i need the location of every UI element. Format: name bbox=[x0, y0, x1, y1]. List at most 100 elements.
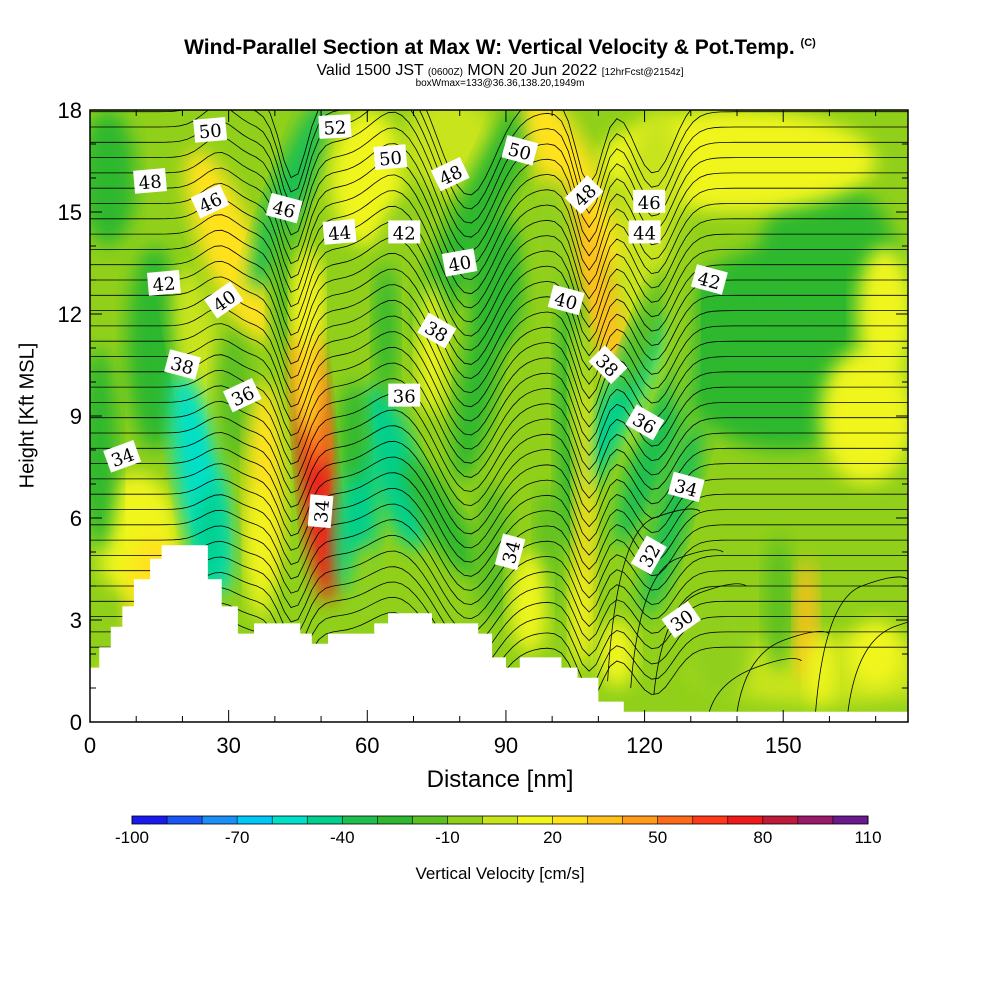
theta-contour bbox=[90, 143, 908, 266]
theta-contour bbox=[90, 268, 908, 379]
colorbar-swatch bbox=[727, 816, 764, 824]
contour-label: 48 bbox=[133, 168, 167, 194]
theta-contour bbox=[267, 110, 692, 196]
contour-label-text: 40 bbox=[447, 252, 473, 277]
velocity-cell bbox=[363, 384, 427, 550]
contour-label: 38 bbox=[164, 349, 201, 380]
theta-contour bbox=[90, 110, 908, 224]
contour-label: 34 bbox=[307, 494, 334, 529]
contour-label: 50 bbox=[193, 117, 228, 143]
contour-label-text: 52 bbox=[323, 117, 347, 139]
terrain-mask bbox=[90, 545, 908, 722]
colorbar-swatch bbox=[482, 816, 519, 824]
theta-contour bbox=[90, 111, 908, 238]
chart-subtitle: Valid 1500 JST (0600Z) MON 20 Jun 2022 [… bbox=[0, 62, 1000, 80]
contour-label: 48 bbox=[430, 156, 470, 192]
velocity-cell bbox=[667, 212, 696, 416]
x-tick-label: 90 bbox=[494, 733, 518, 758]
colorbar-tick-label: -10 bbox=[435, 828, 460, 847]
colorbar-swatch bbox=[447, 816, 483, 824]
y-tick-label: 0 bbox=[70, 710, 82, 735]
colorbar-swatch bbox=[657, 816, 694, 824]
y-tick-label: 3 bbox=[70, 608, 82, 633]
colorbar-tick-label: 20 bbox=[543, 828, 563, 847]
y-tick-label: 18 bbox=[58, 98, 82, 123]
velocity-cell bbox=[348, 541, 386, 631]
contour-label: 34 bbox=[103, 440, 142, 473]
contour-label: 36 bbox=[388, 383, 421, 408]
theta-contour bbox=[736, 630, 830, 712]
contour-label-text: 34 bbox=[311, 499, 334, 524]
theta-contour bbox=[90, 252, 908, 365]
colorbar-swatch bbox=[832, 816, 869, 824]
potential-temperature-contours bbox=[90, 110, 908, 712]
contour-label: 34 bbox=[667, 471, 705, 503]
theta-contour bbox=[90, 596, 908, 678]
theta-contour bbox=[90, 425, 908, 521]
velocity-cell bbox=[403, 458, 479, 578]
theta-contour bbox=[90, 409, 908, 507]
velocity-cell bbox=[330, 110, 405, 246]
contour-label-text: 46 bbox=[638, 193, 661, 214]
velocity-cell bbox=[90, 110, 137, 246]
contour-label: 46 bbox=[633, 189, 666, 214]
theta-contour bbox=[90, 110, 908, 210]
colorbar-tick-label: 50 bbox=[648, 828, 668, 847]
colorbar-swatch bbox=[412, 816, 448, 824]
theta-contour bbox=[653, 583, 747, 695]
theta-contour bbox=[90, 362, 908, 464]
velocity-cell bbox=[529, 178, 576, 314]
x-tick-label: 60 bbox=[355, 733, 379, 758]
contour-label: 40 bbox=[441, 248, 478, 277]
theta-contour bbox=[90, 472, 908, 563]
colorbar-tick-label: 110 bbox=[854, 828, 882, 847]
colorbar-swatch bbox=[587, 816, 624, 824]
theta-contour bbox=[815, 576, 908, 712]
velocity-cell bbox=[468, 212, 525, 348]
contour-label: 44 bbox=[322, 219, 357, 245]
copyright-mark: (C) bbox=[800, 37, 816, 49]
chart-title: Wind-Parallel Section at Max W: Vertical… bbox=[0, 36, 1000, 60]
theta-contour bbox=[90, 378, 908, 478]
velocity-cell bbox=[249, 110, 328, 292]
contour-label-text: 44 bbox=[633, 223, 656, 244]
subtitle-utc: (0600Z) bbox=[427, 67, 463, 78]
velocity-cell bbox=[374, 263, 398, 399]
colorbar-swatch bbox=[237, 816, 273, 824]
x-axis-ticks: 0 30 60 90 120 150 bbox=[84, 110, 877, 758]
velocity-cell bbox=[764, 535, 793, 671]
chart-title-text: Wind-Parallel Section at Max W: Vertical… bbox=[184, 36, 795, 59]
colorbar-swatch bbox=[342, 816, 378, 824]
theta-contour bbox=[90, 174, 908, 295]
contour-label-text: 42 bbox=[393, 223, 416, 244]
theta-contour bbox=[90, 519, 908, 605]
theta-contour bbox=[708, 658, 802, 712]
velocity-cell bbox=[641, 419, 703, 617]
x-tick-label: 30 bbox=[216, 733, 240, 758]
colorbar-swatch bbox=[167, 816, 203, 824]
colorbar-tick-label: 80 bbox=[753, 828, 773, 847]
velocity-cell bbox=[126, 246, 183, 450]
chart-subtitle-box: boxWmax=133@36.36,138.20,1949m bbox=[415, 78, 585, 89]
y-tick-label: 12 bbox=[58, 302, 82, 327]
theta-contour bbox=[90, 331, 908, 436]
colorbar-swatch bbox=[692, 816, 729, 824]
contour-label-text: 36 bbox=[393, 387, 416, 408]
contour-label: 42 bbox=[146, 270, 181, 296]
theta-contour bbox=[90, 221, 908, 337]
colorbar-swatch bbox=[272, 816, 308, 824]
colorbar-swatch bbox=[377, 816, 413, 824]
velocity-cell bbox=[520, 110, 621, 272]
contour-label: 50 bbox=[501, 135, 539, 166]
contour-label: 46 bbox=[265, 192, 303, 224]
theta-contour bbox=[90, 581, 908, 663]
subtitle-date: MON 20 Jun 2022 bbox=[467, 62, 598, 79]
contour-label-text: 50 bbox=[198, 120, 223, 143]
contour-label: 44 bbox=[628, 220, 661, 244]
colorbar-swatch bbox=[307, 816, 343, 824]
terrain bbox=[90, 545, 908, 722]
x-tick-label: 150 bbox=[765, 733, 802, 758]
